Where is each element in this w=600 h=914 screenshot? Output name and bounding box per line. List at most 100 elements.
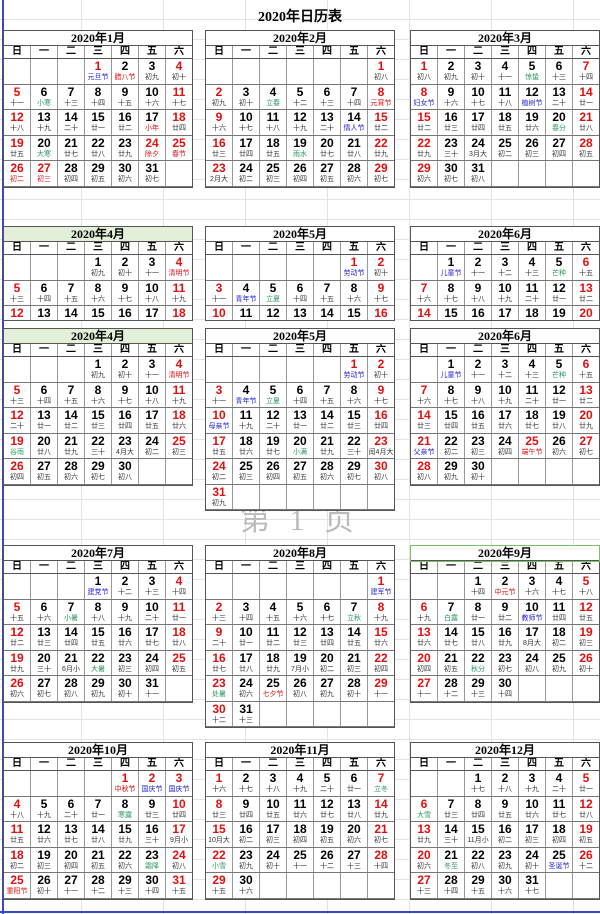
day-number: 16 xyxy=(492,822,519,836)
lunar-date: 初三 xyxy=(465,447,492,458)
lunar-date: 廿四 xyxy=(172,811,186,819)
lunar-date: 初七 xyxy=(374,176,388,183)
lunar-date: 三十 xyxy=(438,836,465,847)
weekday-label: 一 xyxy=(233,344,260,356)
day-number: 21 xyxy=(58,433,85,448)
lunar-date: 11月小 xyxy=(465,836,492,847)
day-number: 20 xyxy=(579,408,593,422)
day-number: 1 xyxy=(465,574,492,588)
day-number: 16 xyxy=(465,408,492,422)
lunar-date: 闰4月大 xyxy=(368,448,394,456)
empty-cell xyxy=(233,269,260,280)
day-number-row: 5 6 7 8 9 10 11 xyxy=(4,280,192,295)
weekday-label: 日 xyxy=(411,344,438,356)
empty-cell xyxy=(519,690,546,701)
lunar-date: 初二 xyxy=(233,836,260,847)
day-number: 16 xyxy=(374,306,388,320)
empty-cell xyxy=(206,255,233,269)
day-number: 1 xyxy=(85,357,112,371)
lunar-date: 十五 xyxy=(314,294,341,305)
day-number: 23 xyxy=(112,650,139,665)
day-number-row: 19 20 21 22 23 24 25 xyxy=(4,135,192,150)
empty-cell xyxy=(438,574,465,588)
lunar-date: 十八 xyxy=(139,294,166,305)
weekday-label: 一 xyxy=(31,242,58,254)
day-number: 25 xyxy=(260,676,287,690)
lunar-date: 初六 xyxy=(411,861,438,872)
day-number: 4 xyxy=(233,382,260,397)
month-title: 2020年8月 xyxy=(206,546,394,561)
lunar-date: 3月大 xyxy=(465,149,492,160)
day-number: 31 xyxy=(139,676,166,690)
day-number: 5 xyxy=(4,382,31,397)
day-number: 29 xyxy=(341,459,368,473)
lunar-date: 白露 xyxy=(438,613,465,624)
lunar-date: 初二 xyxy=(438,447,465,458)
empty-cell xyxy=(314,887,341,898)
day-number-row: 13 14 15 16 17 18 19 xyxy=(411,822,599,836)
day-number: 18 xyxy=(172,625,186,639)
lunar-date: 中秋节 xyxy=(112,785,139,796)
empty-cell xyxy=(166,473,192,484)
empty-cell xyxy=(573,690,599,701)
lunar-row: 十一 十二 十三 十四 xyxy=(411,690,599,702)
day-number: 14 xyxy=(374,796,388,811)
day-number: 29 xyxy=(85,459,112,473)
lunar-date: 廿九 xyxy=(492,639,519,650)
lunar-date: 三十 xyxy=(438,149,465,160)
lunar-date: 初七 xyxy=(438,175,465,186)
weekday-label: 五 xyxy=(341,46,368,58)
weekday-header: 日一二三四五六 xyxy=(4,758,192,771)
lunar-date: 初九 xyxy=(139,73,166,84)
day-number: 25 xyxy=(233,459,260,473)
day-number: 27 xyxy=(411,676,438,690)
day-number: 6 xyxy=(314,84,341,99)
day-number: 26 xyxy=(31,873,58,887)
lunar-row: 初八 xyxy=(206,73,394,85)
weekday-label: 三 xyxy=(492,242,519,254)
day-number: 1 xyxy=(465,771,492,785)
lunar-date: 廿九 xyxy=(374,811,388,819)
empty-cell xyxy=(546,175,573,186)
day-number: 18 xyxy=(172,408,186,422)
lunar-date: 初九 xyxy=(546,664,573,675)
lunar-date: 廿四 xyxy=(314,639,341,650)
weekday-label: 一 xyxy=(31,561,58,573)
day-number: 4 xyxy=(519,255,546,269)
weekday-label: 一 xyxy=(438,344,465,356)
lunar-date: 初八 xyxy=(112,473,139,484)
day-number-row: 18 19 20 21 22 23 24 xyxy=(4,847,192,862)
lunar-row: 初四 初五 秋分 初七 初八 初九 初十 xyxy=(411,664,599,676)
day-number-row: 5 6 7 8 9 10 11 xyxy=(4,84,192,99)
lunar-date: 初二 xyxy=(546,639,573,650)
day-number: 20 xyxy=(58,847,85,862)
day-number-row: 26 27 28 29 30 xyxy=(4,459,192,473)
weekday-label: 六 xyxy=(581,758,591,769)
day-number: 18 xyxy=(287,822,314,836)
weekday-label: 一 xyxy=(438,242,465,254)
day-number-row: 19 20 21 22 23 24 25 xyxy=(4,650,192,665)
day-number: 16 xyxy=(112,110,139,124)
month-title: 2020年5月 xyxy=(206,227,394,242)
empty-cell xyxy=(546,459,573,473)
day-number: 2 xyxy=(112,574,139,588)
empty-cell xyxy=(341,701,368,716)
lunar-row: 十三 十四 十五 十六 十七 十八 十九 xyxy=(4,396,192,408)
empty-cell xyxy=(573,873,599,887)
day-number: 1 xyxy=(438,255,465,269)
day-number: 16 xyxy=(492,625,519,639)
lunar-row: 劳动节 初十 xyxy=(206,269,394,281)
day-number: 4 xyxy=(546,771,573,785)
day-number: 5 xyxy=(260,280,287,295)
day-number: 17 xyxy=(139,306,166,320)
lunar-date: 初十 xyxy=(260,861,287,872)
day-number: 16 xyxy=(112,625,139,639)
empty-cell xyxy=(260,484,287,499)
weekday-label: 四 xyxy=(112,242,139,254)
month-title: 2020年6月 xyxy=(411,227,599,242)
lunar-row: 十一 青年节 立夏 十四 十五 十六 十七 xyxy=(206,294,394,306)
lunar-date: 廿五 xyxy=(579,614,593,622)
weekday-label: 二 xyxy=(58,242,85,254)
lunar-date: 十七 xyxy=(172,99,186,107)
